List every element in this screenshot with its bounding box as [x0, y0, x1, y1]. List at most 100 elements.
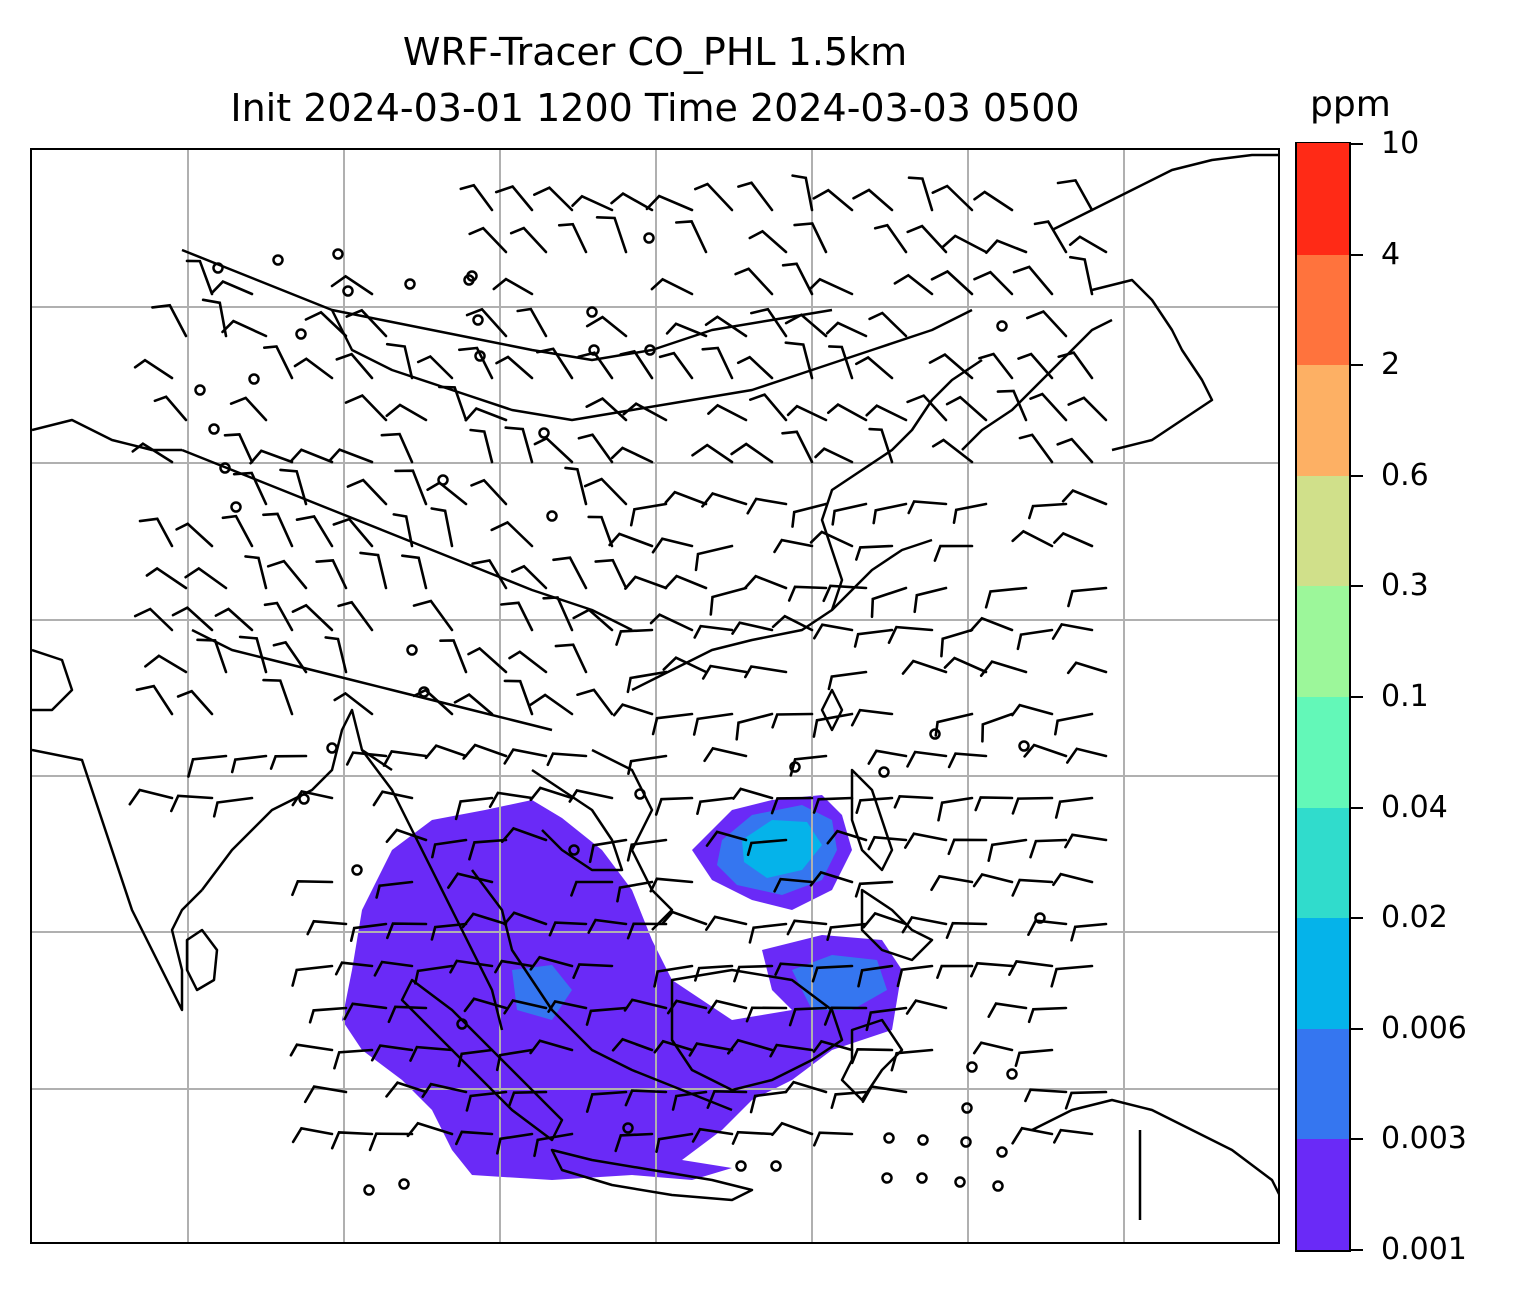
wind-barb [1064, 833, 1108, 849]
wind-barb [291, 879, 334, 897]
wind-barb [1033, 220, 1068, 254]
colorbar-tick [1351, 143, 1363, 145]
wind-barb [1016, 628, 1054, 651]
wind-barb [529, 955, 574, 971]
calm-wind-marker [404, 278, 416, 290]
wind-barb [731, 621, 774, 635]
wind-barb [453, 693, 494, 716]
calm-wind-marker [248, 373, 260, 385]
coastline-new-guinea [1031, 1098, 1278, 1195]
colorbar-tick [1351, 1027, 1363, 1030]
calm-wind-marker [538, 427, 550, 439]
wind-barb [853, 628, 894, 648]
wind-barb [664, 574, 708, 590]
wind-barb [622, 402, 668, 422]
wind-barb [471, 559, 508, 590]
wind-barb [368, 1132, 414, 1152]
wind-barb [1014, 1048, 1054, 1067]
colorbar-segment [1297, 585, 1349, 697]
wind-barb [945, 921, 988, 939]
wind-barb [387, 1005, 428, 1024]
wind-barb [809, 870, 854, 887]
wind-barb [773, 877, 814, 893]
wind-barb [694, 182, 734, 212]
wind-barb [943, 656, 988, 674]
coastline-bay-bengal-east [201, 708, 393, 891]
wind-barb [907, 176, 934, 212]
wind-barb [1011, 703, 1054, 717]
wind-barb [430, 922, 468, 941]
wind-barb [661, 910, 708, 926]
colorbar-tick-label: 4 [1381, 236, 1401, 272]
coastline-japan [1091, 278, 1214, 452]
colorbar-tick-label: 0.3 [1381, 568, 1429, 604]
calm-wind-marker [568, 844, 580, 856]
wind-barb [857, 964, 894, 988]
wind-barb [548, 921, 588, 937]
wind-barb [688, 1042, 734, 1057]
wind-barb [587, 515, 614, 548]
calm-wind-marker [463, 274, 475, 286]
wind-barb [850, 1047, 894, 1065]
wind-barb [979, 660, 1028, 677]
calm-wind-marker [1034, 912, 1046, 924]
wind-barb [546, 752, 588, 767]
wind-barb [542, 596, 574, 632]
wind-barb [854, 880, 894, 898]
colorbar-segment [1297, 143, 1349, 255]
map-area[interactable] [30, 148, 1280, 1244]
wind-barb [825, 321, 868, 338]
wind-barb [375, 880, 414, 899]
wind-barb [743, 574, 788, 590]
tracer-plume-high-core [742, 820, 822, 878]
colorbar-unit-label: ppm [1310, 84, 1391, 125]
wind-barb [571, 194, 614, 212]
calm-wind-marker [406, 644, 418, 656]
wind-barb [494, 959, 534, 974]
wind-barb [469, 428, 494, 464]
coastline-korea [961, 318, 1113, 451]
wind-barb [1064, 1090, 1108, 1110]
wind-barb [696, 796, 734, 815]
calm-wind-marker [586, 306, 598, 318]
wind-barb [1054, 712, 1094, 736]
wind-barb [1066, 747, 1108, 764]
wind-barb [666, 999, 708, 1015]
wind-barb [793, 222, 828, 254]
wind-barb [1029, 392, 1068, 422]
wind-barb [709, 586, 748, 616]
wind-barb [595, 216, 628, 254]
wind-barb [645, 194, 694, 212]
wind-barb [745, 1006, 788, 1023]
map-canvas [32, 150, 1278, 1242]
coastline-northeast [1051, 153, 1278, 232]
wind-barb [981, 712, 1014, 743]
wind-barb [516, 307, 548, 338]
wind-barb [626, 670, 668, 694]
wind-barb [701, 346, 734, 380]
coastline-java [550, 1148, 754, 1202]
wind-barb [746, 497, 788, 515]
wind-barb [830, 1090, 868, 1109]
wind-barb [214, 607, 254, 632]
wind-barb [771, 712, 814, 729]
colorbar-tick [1351, 364, 1363, 367]
wind-barb [547, 1000, 588, 1013]
wind-barb [1028, 502, 1068, 520]
wind-barb [736, 355, 774, 380]
calm-wind-marker [1018, 740, 1030, 752]
wind-barb [187, 754, 228, 778]
wind-barb [814, 447, 854, 464]
wind-barb [503, 748, 548, 765]
wind-barb [346, 478, 388, 506]
wind-barb [771, 1121, 814, 1137]
wind-barb [176, 689, 214, 716]
border-inland-north [181, 248, 833, 362]
wind-barb [649, 613, 694, 632]
wind-barb [1070, 922, 1108, 942]
wind-barb [594, 558, 628, 590]
wind-barb [973, 190, 1014, 212]
wind-barb [244, 555, 268, 590]
calm-wind-marker [961, 1102, 973, 1114]
calm-wind-marker [929, 728, 941, 740]
